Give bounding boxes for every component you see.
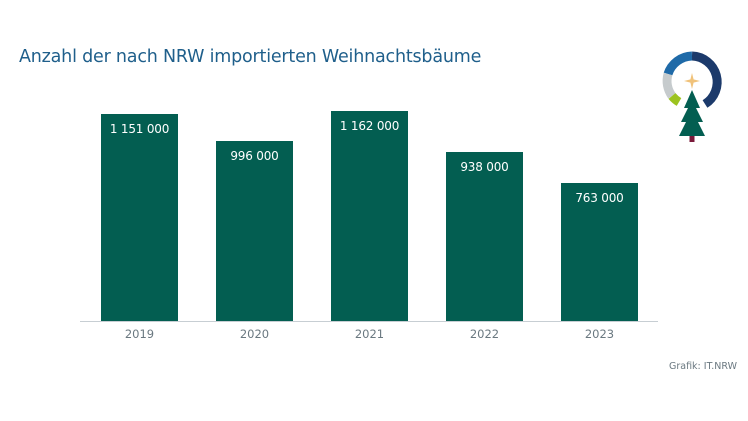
bar-value-label: 1 151 000 [109,122,170,136]
bar-2019: 1 151 000 [101,114,178,321]
bar-value-label: 938 000 [460,160,509,174]
x-axis-line [80,321,658,322]
x-tick-2023: 2023 [584,327,615,341]
chart-title: Anzahl der nach NRW importierten Weihnac… [19,47,482,67]
x-tick-2019: 2019 [124,327,155,341]
bar-2023: 763 000 [561,183,638,321]
bar-2020: 996 000 [216,141,293,321]
source-credit: Grafik: IT.NRW [668,361,737,372]
x-tick-2022: 2022 [469,327,500,341]
bar-value-label: 763 000 [575,191,624,205]
bar-value-label: 996 000 [230,149,279,163]
bar-2021: 1 162 000 [331,111,408,321]
x-tick-2021: 2021 [354,327,385,341]
bar-value-label: 1 162 000 [339,119,400,133]
bar-2022: 938 000 [446,152,523,321]
x-tick-2020: 2020 [239,327,270,341]
christmas-tree-ring-logo-icon [660,50,724,144]
